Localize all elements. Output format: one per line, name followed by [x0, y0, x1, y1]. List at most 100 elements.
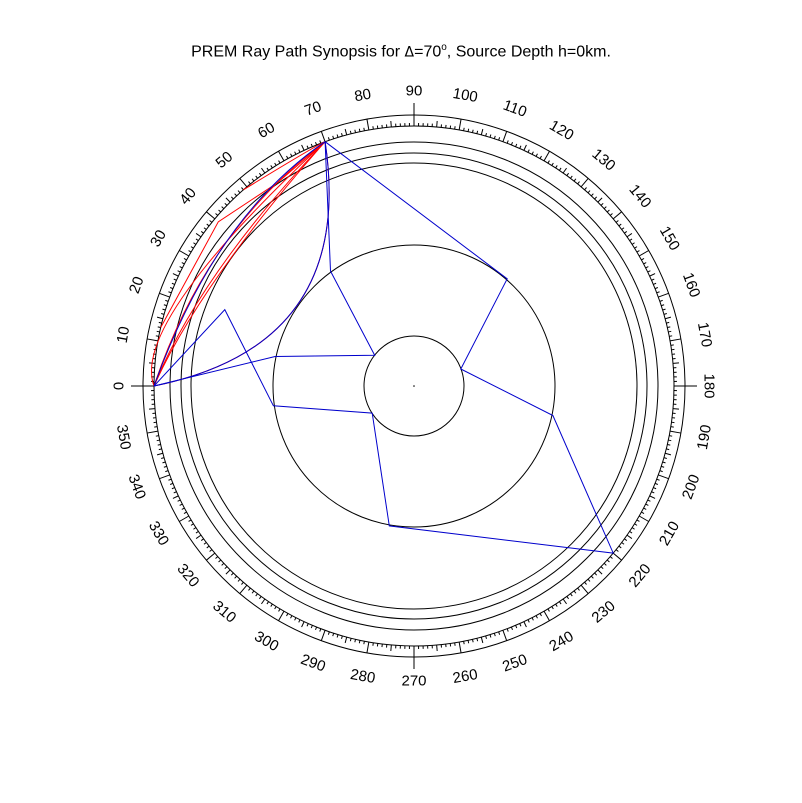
angle-tick	[543, 610, 550, 621]
angle-tick	[224, 566, 228, 570]
angle-tick	[206, 211, 216, 220]
title-suffix: , Source Depth h=0km.	[446, 43, 611, 61]
angle-label: 270	[401, 673, 426, 690]
angle-tick	[195, 238, 199, 242]
angle-label: 280	[349, 666, 377, 687]
angle-tick	[230, 196, 234, 200]
angle-tick	[629, 530, 633, 534]
red-ray-path	[153, 141, 326, 387]
angle-tick	[647, 499, 651, 502]
degree-mark: o	[441, 42, 447, 53]
angle-tick	[510, 141, 513, 146]
angle-tick	[668, 439, 672, 442]
angle-tick	[624, 538, 628, 541]
angle-tick	[587, 190, 591, 194]
angle-tick	[278, 160, 281, 164]
660km-discontinuity-ring	[190, 162, 638, 610]
angle-tick	[315, 141, 318, 146]
angle-tick	[158, 448, 162, 451]
angle-label: 40	[176, 185, 200, 209]
angle-tick	[320, 630, 326, 641]
angle-tick	[358, 128, 361, 132]
angle-tick	[188, 250, 192, 253]
angle-tick	[590, 193, 594, 197]
angle-tick	[609, 213, 613, 216]
angle-tick	[290, 615, 293, 619]
angle-tick	[535, 615, 538, 619]
angle-tick	[547, 160, 550, 164]
angle-tick	[171, 282, 175, 285]
angle-tick	[290, 153, 293, 157]
angle-label: 130	[589, 145, 619, 174]
angle-tick	[634, 246, 638, 249]
angle-tick	[251, 590, 255, 594]
angle-tick	[597, 569, 603, 575]
angle-tick	[261, 167, 266, 174]
angle-tick	[354, 129, 356, 133]
angle-tick	[634, 523, 638, 526]
angle-tick	[656, 478, 660, 481]
angle-tick	[662, 308, 666, 311]
blue-ray-path	[153, 141, 330, 387]
angle-tick	[653, 282, 657, 285]
angle-tick	[663, 313, 667, 315]
inner-core-boundary-ring	[363, 335, 465, 437]
angle-tick	[206, 545, 210, 549]
angle-tick	[259, 596, 262, 600]
angle-tick	[463, 641, 465, 645]
angle-label: 320	[173, 561, 202, 591]
angle-tick	[555, 603, 558, 607]
angle-tick	[669, 338, 681, 342]
angle-tick	[306, 623, 309, 627]
angle-tick	[665, 316, 672, 320]
angle-tick	[206, 223, 210, 227]
angle-label: 140	[625, 181, 654, 211]
angle-tick	[190, 246, 194, 249]
angle-tick	[651, 491, 655, 494]
angle-tick	[641, 258, 645, 261]
angle-tick	[489, 134, 492, 138]
angle-tick	[498, 137, 501, 141]
angle-tick	[626, 534, 633, 539]
angle-tick	[341, 133, 343, 137]
angle-label: 330	[145, 518, 172, 548]
angle-tick	[647, 270, 651, 273]
angle-tick	[209, 549, 213, 552]
angle-tick	[580, 178, 589, 188]
red-ray-path	[153, 141, 330, 387]
angle-tick	[266, 601, 270, 605]
angle-tick	[255, 175, 258, 179]
angle-tick	[294, 617, 297, 621]
delta-symbol: Δ	[404, 44, 415, 61]
angle-tick	[573, 178, 577, 182]
angle-tick	[669, 435, 673, 437]
angle-tick	[255, 593, 258, 597]
angle-tick	[547, 608, 550, 612]
angle-tick	[156, 316, 163, 320]
angle-tick	[261, 598, 266, 605]
ray-paths	[150, 141, 615, 554]
angle-tick	[506, 628, 509, 632]
angle-tick	[668, 330, 672, 333]
angle-tick	[206, 552, 216, 561]
angle-tick	[584, 187, 587, 191]
angle-tick	[531, 151, 534, 155]
angle-tick	[188, 519, 192, 522]
angle-label: 350	[113, 423, 134, 451]
angle-tick	[173, 278, 177, 281]
angle-tick	[203, 227, 207, 230]
angle-tick	[594, 572, 598, 576]
angle-tick	[458, 641, 462, 653]
angle-tick	[539, 155, 542, 159]
angle-tick	[336, 134, 339, 138]
angle-tick	[195, 534, 202, 539]
angle-tick	[618, 223, 622, 227]
title-prefix: PREM Ray Path Synopsis for	[191, 43, 405, 61]
angle-tick	[147, 338, 159, 342]
angle-tick	[584, 581, 587, 585]
angle-tick	[672, 408, 680, 410]
angle-tick	[523, 621, 527, 628]
angle-tick	[476, 638, 479, 642]
angle-tick	[527, 149, 530, 153]
angle-tick	[498, 631, 501, 635]
